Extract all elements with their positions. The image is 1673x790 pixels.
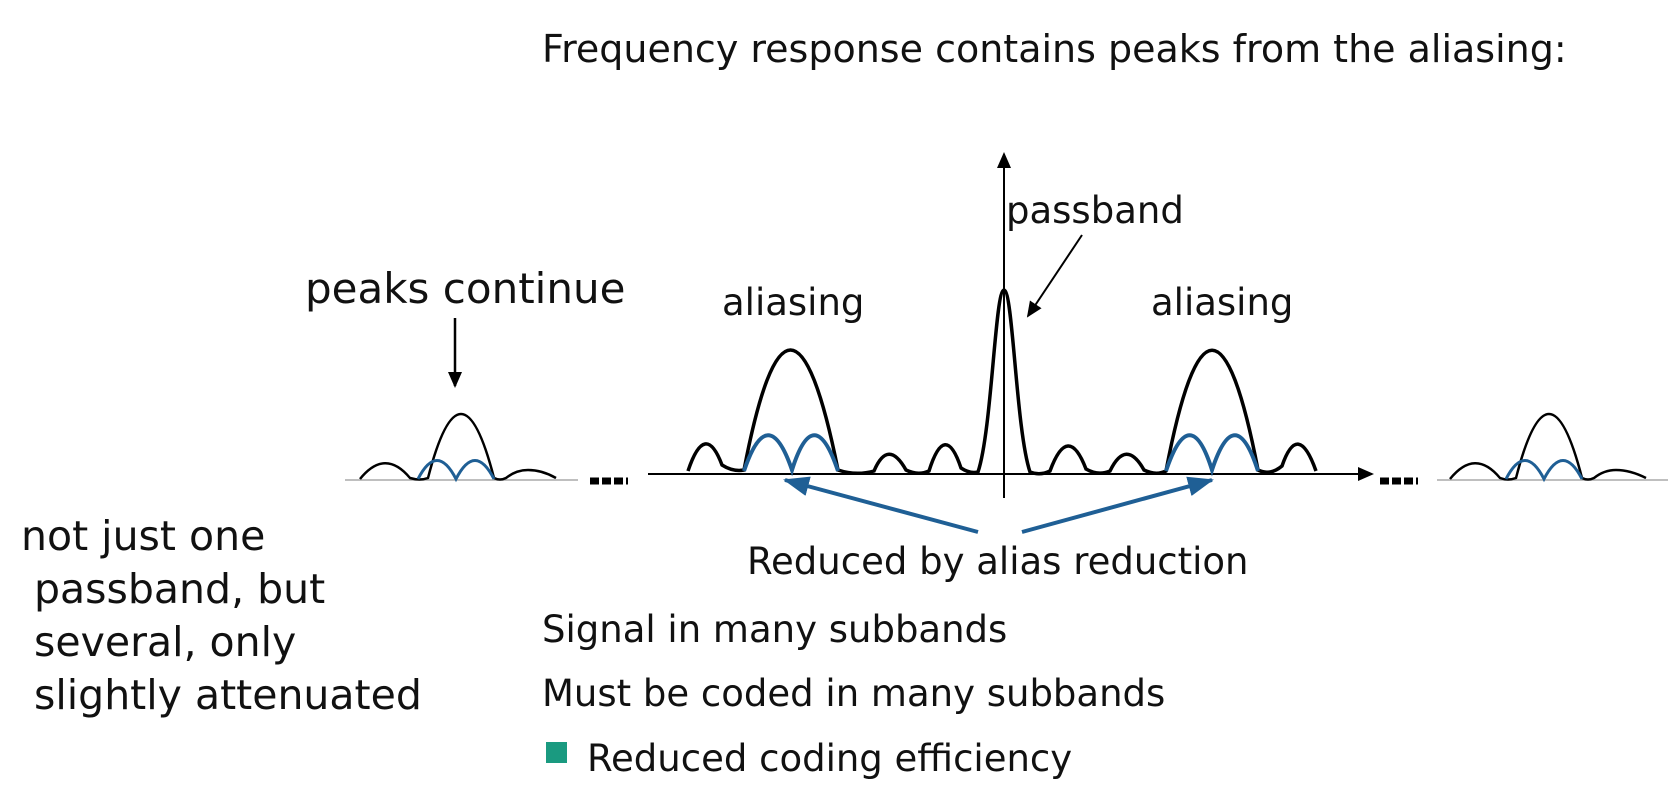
bullet-text: Must be coded in many subbands bbox=[542, 672, 1166, 715]
frequency-response-curve bbox=[686, 288, 1318, 476]
side-note-line: passband, but bbox=[21, 565, 326, 613]
side-note-line: not just one bbox=[21, 512, 266, 560]
reduced-alias-curve-right bbox=[1164, 433, 1260, 477]
alias-reduction-arrow-left bbox=[783, 476, 979, 534]
left-continuation-curve bbox=[359, 413, 557, 481]
aliasing-label-right: aliasing bbox=[1151, 281, 1294, 324]
bullet-text: Reduced coding efficiency bbox=[587, 737, 1073, 780]
alias-reduction-label: Reduced by alias reduction bbox=[747, 540, 1249, 583]
passband-arrow bbox=[1026, 234, 1083, 318]
alias-reduction-arrow-right bbox=[1021, 476, 1214, 534]
reduced-alias-curve-left bbox=[742, 433, 840, 477]
peaks-continue-label: peaks continue bbox=[305, 264, 626, 313]
passband-label: passband bbox=[1006, 189, 1184, 232]
left-continuation-reduced-curve bbox=[416, 459, 496, 483]
aliasing-label-left: aliasing bbox=[722, 281, 865, 324]
right-continuation-reduced-curve bbox=[1504, 459, 1584, 483]
side-note: not just one passband, but several, only… bbox=[21, 510, 422, 722]
slide-title: Frequency response contains peaks from t… bbox=[542, 27, 1567, 71]
square-bullet-icon bbox=[546, 742, 567, 763]
right-continuation-curve bbox=[1449, 413, 1647, 481]
side-note-line: slightly attenuated bbox=[21, 671, 422, 719]
bullet-text: Signal in many subbands bbox=[542, 608, 1008, 651]
side-note-line: several, only bbox=[21, 618, 297, 666]
